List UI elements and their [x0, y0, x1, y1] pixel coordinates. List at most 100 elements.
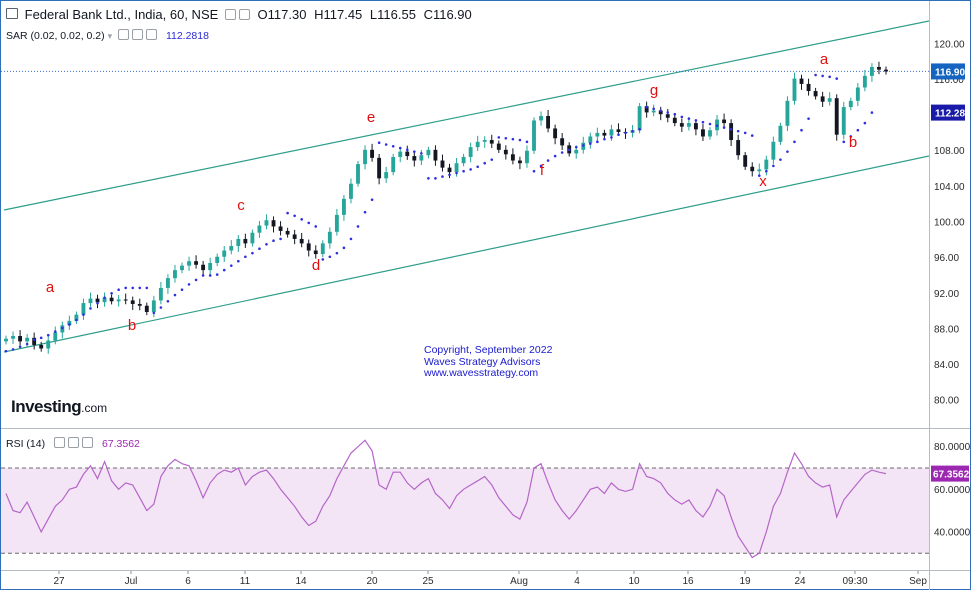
candle[interactable]	[165, 274, 170, 294]
candle[interactable]	[236, 235, 241, 253]
candle[interactable]	[384, 166, 389, 183]
candle[interactable]	[278, 221, 283, 236]
candle[interactable]	[292, 229, 297, 245]
candle[interactable]	[144, 302, 149, 316]
candle[interactable]	[67, 315, 72, 330]
candle[interactable]	[750, 162, 755, 177]
channel-upper-line[interactable]	[3, 20, 929, 211]
candle[interactable]	[848, 97, 853, 111]
candle[interactable]	[60, 321, 65, 339]
candle[interactable]	[398, 147, 403, 163]
sar-settings-icon[interactable]	[132, 29, 144, 40]
candle[interactable]	[461, 153, 466, 167]
candle[interactable]	[693, 119, 698, 136]
rsi-remove-icon[interactable]	[82, 437, 94, 448]
sar-visibility-icon[interactable]	[118, 29, 130, 40]
candle[interactable]	[510, 148, 515, 165]
candle[interactable]	[327, 227, 332, 249]
candle[interactable]	[827, 92, 832, 106]
candle[interactable]	[468, 142, 473, 163]
candle[interactable]	[539, 111, 543, 126]
candle[interactable]	[672, 114, 677, 127]
candle[interactable]	[708, 127, 712, 140]
candle[interactable]	[215, 253, 220, 267]
candle[interactable]	[264, 214, 269, 230]
candle[interactable]	[250, 229, 255, 247]
candle[interactable]	[158, 281, 163, 305]
candle[interactable]	[729, 119, 734, 147]
candle[interactable]	[341, 195, 346, 221]
candle[interactable]	[4, 335, 8, 345]
candle[interactable]	[778, 122, 783, 145]
candle[interactable]	[426, 146, 431, 159]
candle[interactable]	[665, 108, 670, 123]
candle[interactable]	[771, 136, 776, 165]
candle[interactable]	[869, 63, 874, 82]
candle[interactable]	[855, 82, 860, 107]
candle[interactable]	[651, 104, 656, 117]
rsi-settings-icon[interactable]	[68, 437, 80, 448]
candle[interactable]	[53, 326, 58, 345]
candle[interactable]	[806, 78, 811, 96]
candle[interactable]	[862, 69, 867, 92]
candle[interactable]	[503, 145, 508, 160]
candle[interactable]	[736, 134, 741, 160]
candle[interactable]	[743, 152, 748, 170]
candle[interactable]	[194, 255, 199, 269]
sar-remove-icon[interactable]	[146, 29, 158, 40]
candle[interactable]	[102, 292, 107, 307]
candle[interactable]	[799, 74, 804, 90]
candle[interactable]	[658, 106, 663, 121]
candle[interactable]	[299, 232, 304, 248]
collapse-icon[interactable]	[6, 8, 18, 19]
symbol-title[interactable]: Federal Bank Ltd., India, 60, NSE	[24, 7, 219, 22]
candle[interactable]	[525, 145, 529, 168]
candle[interactable]	[377, 154, 382, 185]
candle[interactable]	[180, 262, 184, 274]
candle[interactable]	[137, 298, 142, 311]
candle[interactable]	[546, 110, 551, 133]
candle[interactable]	[243, 233, 248, 248]
sar-dropdown-icon[interactable]: ▾	[107, 31, 113, 41]
candle[interactable]	[588, 132, 593, 149]
candle[interactable]	[271, 216, 276, 233]
candle[interactable]	[391, 153, 396, 176]
candle[interactable]	[201, 260, 206, 277]
header-settings-icon[interactable]	[224, 9, 236, 20]
candle[interactable]	[32, 332, 37, 350]
sar-label[interactable]: SAR (0.02, 0.02, 0.2)	[6, 30, 105, 42]
candle[interactable]	[553, 124, 558, 145]
candle[interactable]	[123, 293, 128, 305]
candle[interactable]	[222, 245, 227, 263]
candle[interactable]	[820, 91, 825, 107]
candle[interactable]	[602, 129, 607, 139]
candle[interactable]	[785, 96, 790, 132]
candle[interactable]	[334, 208, 339, 236]
candle[interactable]	[81, 298, 86, 320]
candle[interactable]	[834, 94, 839, 141]
candle[interactable]	[644, 101, 649, 118]
candle[interactable]	[257, 221, 262, 238]
candle[interactable]	[841, 101, 846, 140]
candle[interactable]	[532, 117, 536, 154]
candle[interactable]	[482, 136, 487, 148]
candle[interactable]	[679, 118, 684, 132]
candle[interactable]	[412, 152, 417, 167]
candle[interactable]	[116, 294, 121, 307]
candle[interactable]	[560, 132, 565, 150]
candle[interactable]	[187, 256, 191, 271]
candle[interactable]	[356, 160, 360, 187]
candle[interactable]	[11, 331, 15, 344]
candle[interactable]	[363, 145, 367, 170]
candle[interactable]	[792, 72, 797, 105]
candle[interactable]	[320, 240, 325, 258]
candle[interactable]	[229, 240, 234, 255]
candle[interactable]	[109, 294, 114, 305]
candle[interactable]	[349, 178, 353, 204]
candle[interactable]	[757, 163, 762, 176]
candle[interactable]	[496, 140, 501, 153]
candle[interactable]	[489, 134, 494, 149]
candle[interactable]	[440, 154, 445, 172]
header-format-icon[interactable]	[238, 9, 250, 20]
